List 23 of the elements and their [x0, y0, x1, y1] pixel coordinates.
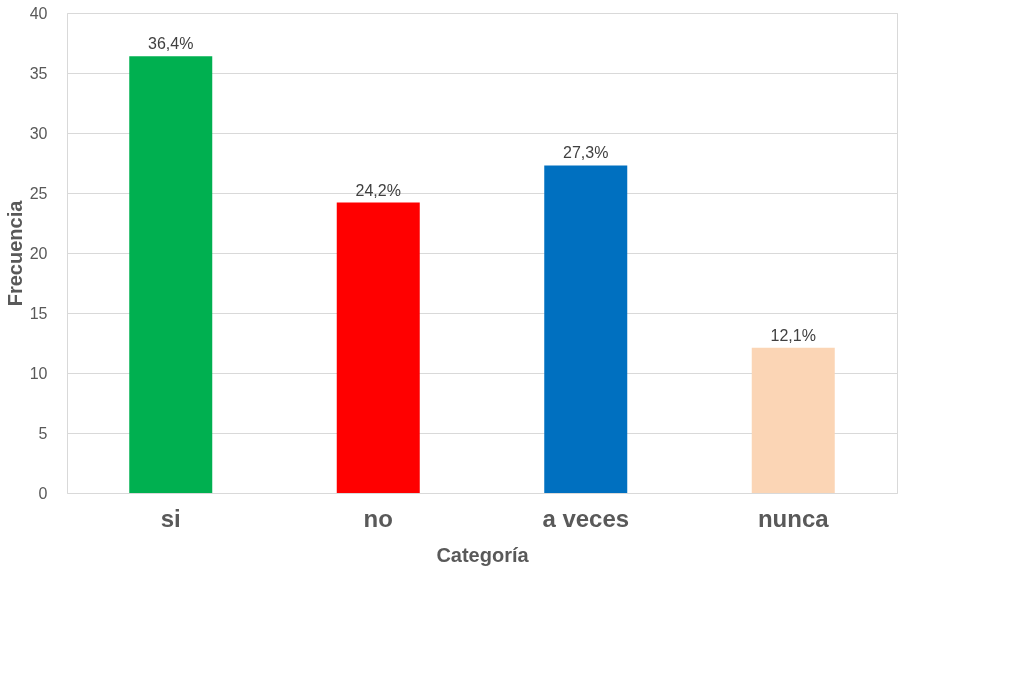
bar [336, 202, 420, 493]
y-axis-title: Frecuencia [3, 199, 26, 307]
data-label: 24,2% [355, 181, 401, 199]
x-tick-label: si [160, 504, 181, 532]
y-tick-label: 35 [29, 64, 48, 82]
x-tick-label: nunca [757, 504, 830, 532]
y-tick-label: 20 [29, 244, 48, 262]
x-axis-title: Categoría [436, 543, 530, 566]
bar [544, 165, 628, 493]
data-label: 27,3% [563, 144, 609, 162]
x-tick-label: a veces [542, 504, 630, 532]
data-label: 12,1% [770, 326, 816, 344]
y-tick-label: 5 [38, 424, 48, 442]
y-tick-label: 30 [29, 124, 48, 142]
y-tick-label: 15 [29, 304, 48, 322]
bar [751, 347, 835, 493]
y-tick-label: 25 [29, 184, 48, 202]
x-tick-label: no [363, 504, 393, 532]
y-tick-label: 10 [29, 364, 48, 382]
data-label: 36,4% [148, 35, 194, 53]
bar [129, 56, 213, 493]
y-tick-label: 40 [29, 4, 48, 22]
y-tick-label: 0 [38, 484, 48, 502]
